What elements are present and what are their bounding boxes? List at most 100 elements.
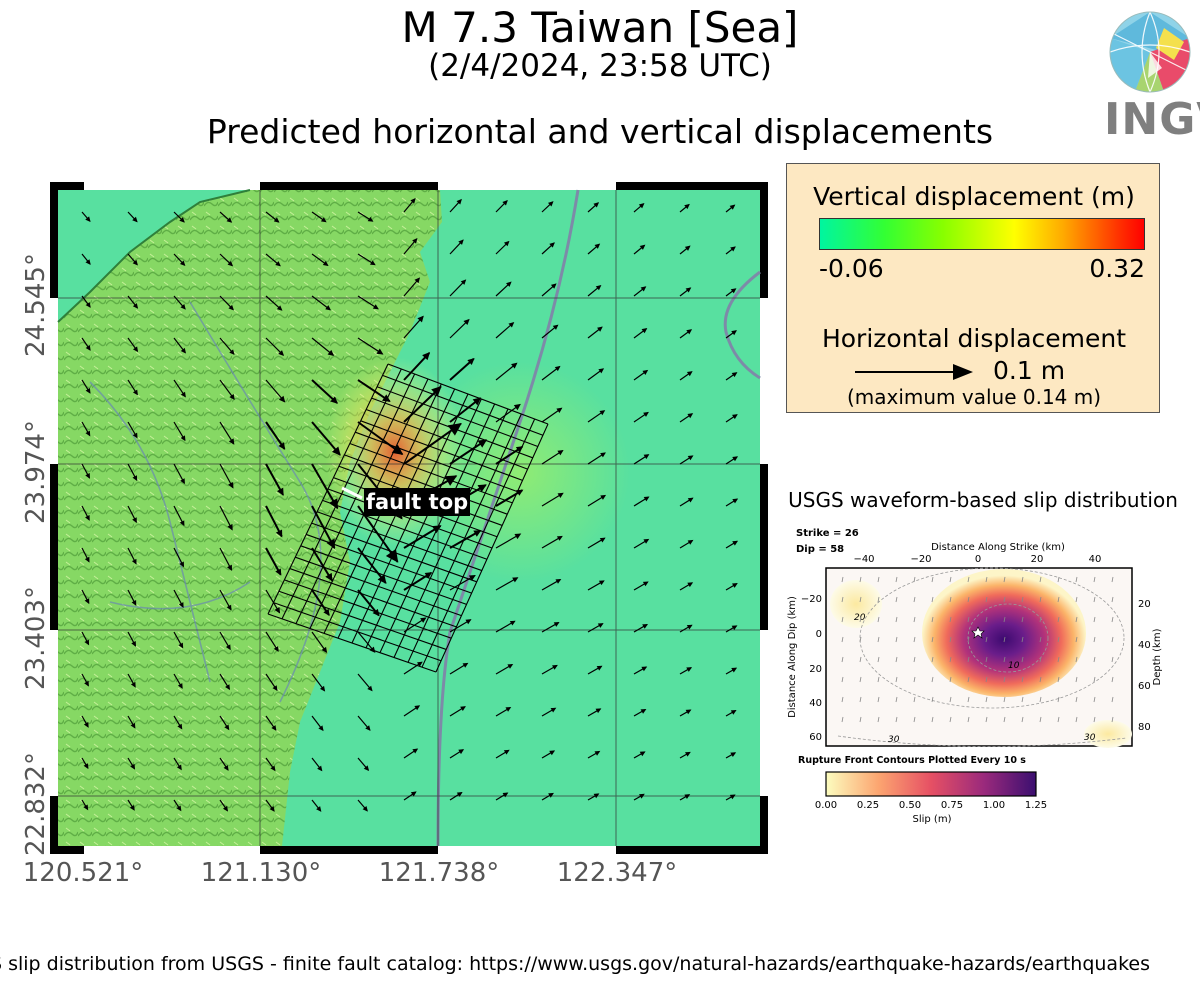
displacement-arrowhead <box>686 667 693 672</box>
displacement-arrowhead <box>130 722 136 729</box>
displacement-arrowhead <box>687 455 694 461</box>
displacement-arrowhead <box>278 442 286 450</box>
slip-colorbar-label: Slip (m) <box>913 814 952 825</box>
slip-vector <box>985 636 988 643</box>
slip-vector <box>1111 636 1114 643</box>
displacement-arrowhead <box>554 365 561 372</box>
contour-label: 10 <box>1008 661 1020 671</box>
y-tick: 20 <box>809 664 822 675</box>
displacement-arrowhead <box>275 261 281 267</box>
slip-vector <box>1021 716 1024 723</box>
displacement-arrowhead <box>269 806 275 812</box>
slip-vector <box>1003 656 1006 663</box>
displacement-arrowhead <box>477 439 488 448</box>
displacement-arrowhead <box>729 204 736 210</box>
displacement-arrowhead <box>226 564 233 571</box>
horizontal-displacement-arrows <box>81 198 739 812</box>
slip-vector <box>913 616 916 623</box>
slip-vector <box>1057 656 1060 663</box>
slip-vector <box>1021 656 1024 663</box>
displacement-arrowhead <box>369 260 376 266</box>
slip-vector <box>1057 616 1060 623</box>
displacement-arrowhead <box>229 393 235 400</box>
displacement-arrowhead <box>229 349 235 355</box>
x-tick: −20 <box>910 554 931 565</box>
displacement-arrowhead <box>84 598 90 605</box>
slip-vector <box>913 696 916 703</box>
displacement-arrowhead <box>511 362 518 369</box>
displacement-arrowhead <box>687 582 694 588</box>
displacement-arrowhead <box>555 578 562 584</box>
slip-vector <box>913 636 916 643</box>
slip-vector <box>841 616 844 623</box>
displacement-arrowhead <box>643 411 649 417</box>
displacement-arrowhead <box>369 646 376 653</box>
vertical-legend-title: Vertical displacement (m) <box>813 182 1135 211</box>
slip-vector <box>1093 656 1096 663</box>
displacement-arrowhead <box>732 583 738 588</box>
displacement-arrowhead <box>557 449 564 456</box>
slip-vector <box>841 576 844 583</box>
displacement-arrowhead <box>328 498 339 510</box>
displacement-arrowhead <box>320 217 327 223</box>
displacement-arrowhead <box>472 397 482 406</box>
displacement-arrowhead <box>272 685 278 692</box>
x-tick: 40 <box>1089 554 1102 565</box>
displacement-arrowhead <box>84 639 90 646</box>
displacement-arrowhead <box>223 765 229 771</box>
displacement-arrowhead <box>179 520 185 527</box>
slip-vector <box>841 656 844 663</box>
displacement-arrowhead <box>642 623 648 629</box>
slip-vector <box>877 616 880 623</box>
slip-vector <box>913 596 916 603</box>
displacement-arrowhead <box>228 481 234 489</box>
slip-vector <box>967 716 970 723</box>
displacement-arrowhead <box>549 750 556 756</box>
displacement-arrowhead <box>224 724 230 731</box>
slip-vector <box>1075 696 1078 703</box>
displacement-arrowhead <box>432 525 442 534</box>
slip-vector <box>985 616 988 623</box>
slip-vector <box>949 656 952 663</box>
displacement-arrowhead <box>130 763 136 770</box>
y-tick: −20 <box>801 594 822 605</box>
taiwan-land <box>58 190 442 846</box>
displacement-arrowhead <box>463 318 470 326</box>
slip-vector <box>985 696 988 703</box>
lat-label: 23.974° <box>21 420 51 524</box>
displacement-arrowhead <box>327 349 335 356</box>
event-date: (2/4/2024, 23:58 UTC) <box>428 48 772 84</box>
slip-vector <box>841 676 844 683</box>
slip-vector <box>985 676 988 683</box>
displacement-arrowhead <box>179 561 184 568</box>
slip-vector <box>895 716 898 723</box>
displacement-arrowhead <box>278 395 286 403</box>
slip-colorbar-tick: 0.75 <box>941 800 963 811</box>
displacement-arrowhead <box>641 328 648 334</box>
lat-label: 23.403° <box>21 586 51 690</box>
slip-vector <box>1021 596 1024 603</box>
displacement-arrowhead <box>514 533 522 540</box>
slip-vector <box>895 676 898 683</box>
slip-vector <box>895 636 898 643</box>
displacement-arrowhead <box>639 793 645 799</box>
displacement-arrowhead <box>325 305 332 311</box>
displacement-arrowhead <box>85 216 91 222</box>
displacement-arrowhead <box>412 748 419 754</box>
displacement-arrowhead <box>84 556 90 563</box>
vertical-min-label: -0.06 <box>819 254 884 283</box>
legend-box: Vertical displacement (m) -0.06 0.32 Hor… <box>786 163 1160 413</box>
displacement-arrowhead <box>132 517 137 524</box>
slip-vector <box>1021 616 1024 623</box>
displacement-arrowhead <box>85 302 91 308</box>
contour-label: 20 <box>854 613 866 623</box>
displacement-arrowhead <box>132 346 139 353</box>
slip-vector <box>967 696 970 703</box>
displacement-arrowhead <box>132 216 138 223</box>
displacement-arrowhead <box>132 389 138 396</box>
displacement-arrowhead <box>274 606 281 614</box>
displacement-arrowhead <box>639 244 646 250</box>
displacement-arrowhead <box>180 347 186 354</box>
slip-vector <box>1057 696 1060 703</box>
x-tick: −40 <box>853 554 874 565</box>
